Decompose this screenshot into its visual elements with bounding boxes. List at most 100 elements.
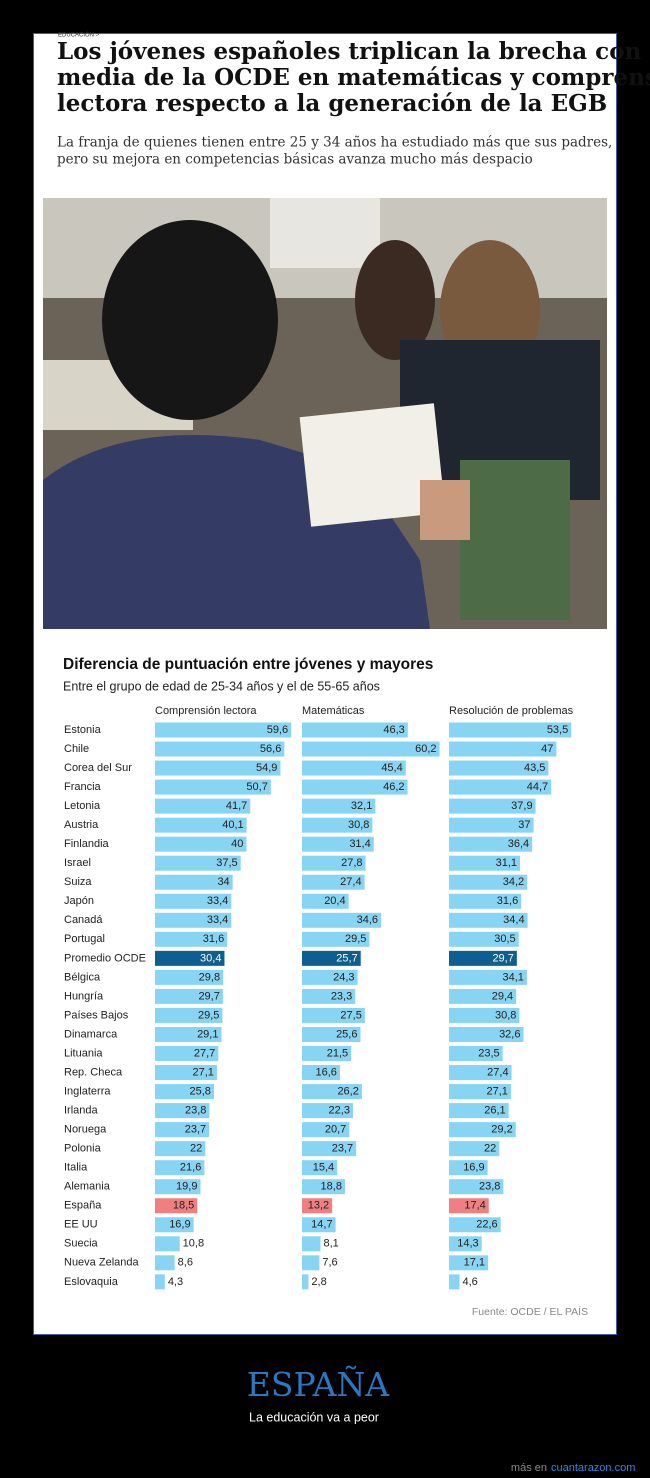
value-label: 27,1 [487,1085,508,1097]
value-label: 21,5 [327,1047,348,1059]
value-label: 18,5 [173,1200,194,1212]
value-label: 13,2 [308,1200,329,1212]
bar [155,1141,206,1157]
bar [155,1179,201,1195]
value-label: 27,1 [193,1066,214,1078]
value-label: 45,4 [381,762,402,774]
bar [302,1103,353,1119]
value-label: 22 [484,1143,496,1155]
standfirst-line: pero su mejora en competencias básicas a… [57,152,533,168]
bar [155,1084,214,1100]
bar [449,836,533,852]
value-label: 17,1 [464,1257,485,1269]
bar [449,988,517,1004]
value-label: 23,3 [331,990,352,1002]
value-label: 30,8 [348,819,369,831]
value-label: 54,9 [256,762,277,774]
bar [449,1141,500,1157]
value-label: 50,7 [246,781,267,793]
bar [449,798,536,814]
category-label: Letonia [64,800,101,812]
bar [155,798,251,814]
category-label: Nueva Zelanda [64,1257,139,1269]
value-label: 29,4 [492,990,513,1002]
bar [302,836,374,852]
category-label: Países Bajos [64,1009,129,1021]
value-label: 20,7 [325,1124,346,1136]
bar [302,988,356,1004]
headline-line: media de la OCDE en matemáticas y compre… [57,64,650,91]
value-label: 20,4 [324,895,345,907]
headline-line: lectora respecto a la generación de la E… [57,90,607,117]
bar [449,1103,509,1119]
bar [155,779,271,795]
value-label: 36,4 [508,838,529,850]
bar [302,741,440,757]
category-label: España [64,1200,102,1212]
value-label: 29,8 [199,971,220,983]
value-label: 31,6 [497,895,518,907]
value-label: 7,6 [322,1257,337,1269]
series-header: Resolución de problemas [449,705,574,717]
bar [155,969,224,985]
bar [155,1198,198,1214]
value-label: 56,6 [260,743,281,755]
bar [449,779,552,795]
bar [155,1274,165,1290]
category-label: Suiza [64,876,92,888]
bar [155,1160,205,1176]
bar [302,969,358,985]
bar [449,1255,489,1271]
footer-link[interactable]: cuantarazon.com [551,1462,635,1474]
value-label: 29,2 [491,1124,512,1136]
bar [155,1046,219,1062]
value-label: 27,4 [487,1066,508,1078]
category-label: Promedio OCDE [64,952,146,964]
bar [302,779,408,795]
value-label: 26,1 [484,1105,505,1117]
value-label: 34,6 [357,914,378,926]
value-label: 24,3 [333,971,354,983]
value-label: 29,5 [345,933,366,945]
bar [155,760,281,776]
value-label: 15,4 [313,1162,334,1174]
bar [155,1255,175,1271]
value-label: 23,8 [479,1181,500,1193]
bar [155,1026,222,1042]
bar [155,855,241,871]
bar [449,1007,520,1023]
bar [302,722,408,738]
value-label: 27,4 [340,876,361,888]
bar [302,1179,345,1195]
value-label: 43,5 [524,762,545,774]
value-label: 27,5 [340,1009,361,1021]
section: EDUCACIÓN > [58,32,100,39]
bar [302,950,361,966]
bar [155,931,228,947]
value-label: 23,8 [185,1105,206,1117]
bar [302,893,349,909]
category-label: Bélgica [64,971,101,983]
bar [302,1065,340,1081]
bar [449,1084,511,1100]
value-label: 14,3 [457,1238,478,1250]
bar [302,1198,333,1214]
value-label: 25,6 [336,1028,357,1040]
category-label: Canadá [64,914,103,926]
bar [449,1160,488,1176]
value-label: 34,1 [502,971,523,983]
bar [155,1103,210,1119]
value-label: 30,4 [200,952,221,964]
value-label: 23,5 [478,1047,499,1059]
value-label: 4,6 [463,1276,478,1288]
bar [449,1179,504,1195]
bar [449,1217,501,1233]
bar [155,912,232,928]
value-label: 34,2 [503,876,524,888]
bar [302,874,365,890]
bar [155,1007,223,1023]
bar [302,798,376,814]
value-label: 22,6 [476,1219,497,1231]
bar [449,1046,503,1062]
bar [155,1217,194,1233]
